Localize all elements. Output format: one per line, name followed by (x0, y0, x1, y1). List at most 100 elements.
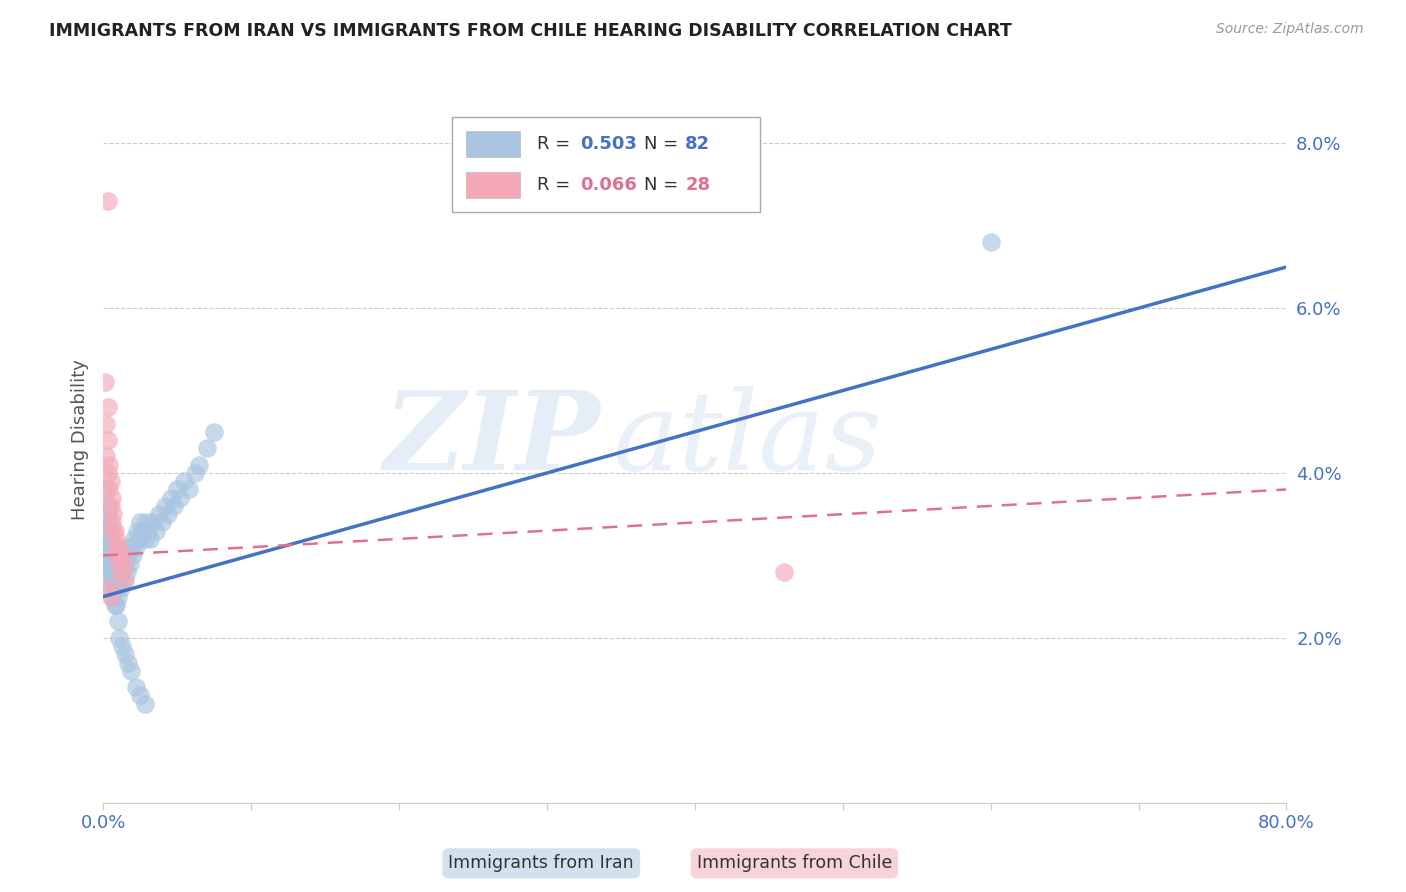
Point (94, 417, 117, 431)
Point (120, 540, 142, 554)
Point (103, 565, 125, 579)
Point (93, 540, 115, 554)
Point (112, 549, 135, 563)
Point (98, 516, 121, 530)
Text: 28: 28 (685, 177, 710, 194)
Point (98, 582, 121, 596)
Point (129, 689, 152, 703)
Point (104, 573, 127, 587)
Point (112, 557, 135, 571)
Point (101, 565, 124, 579)
Point (169, 491, 191, 505)
Point (202, 425, 225, 439)
FancyBboxPatch shape (453, 118, 759, 211)
Point (114, 647, 136, 661)
Point (160, 491, 183, 505)
Point (100, 582, 122, 596)
Point (101, 549, 124, 563)
Point (134, 697, 156, 711)
Point (108, 573, 131, 587)
Point (104, 524, 127, 538)
Point (103, 573, 125, 587)
Point (105, 540, 128, 554)
Point (110, 565, 132, 579)
Point (103, 549, 125, 563)
Point (97, 400, 120, 414)
Point (105, 532, 128, 546)
Point (97, 499, 120, 513)
Point (163, 499, 186, 513)
Point (124, 680, 146, 694)
Point (107, 615, 129, 629)
Text: N =: N = (644, 177, 683, 194)
Text: R =: R = (537, 135, 576, 153)
Point (117, 549, 139, 563)
Point (107, 590, 129, 604)
Point (94, 524, 117, 538)
Text: N =: N = (644, 135, 683, 153)
Point (100, 557, 122, 571)
Point (157, 507, 180, 521)
Point (93, 376, 115, 390)
Text: 0.066: 0.066 (581, 177, 637, 194)
Text: 0.503: 0.503 (581, 135, 637, 153)
Point (94, 483, 117, 497)
Point (980, 235, 1002, 250)
Y-axis label: Hearing Disability: Hearing Disability (72, 359, 89, 520)
Point (115, 565, 138, 579)
Point (115, 540, 138, 554)
Point (108, 631, 131, 645)
Point (136, 524, 159, 538)
Point (103, 507, 125, 521)
Point (111, 549, 134, 563)
Point (177, 483, 200, 497)
Point (104, 549, 127, 563)
Point (184, 466, 207, 480)
Point (121, 549, 143, 563)
Point (120, 664, 142, 678)
Text: Source: ZipAtlas.com: Source: ZipAtlas.com (1216, 22, 1364, 37)
Point (103, 524, 125, 538)
Point (97, 466, 120, 480)
Point (101, 590, 124, 604)
Point (188, 458, 211, 472)
Point (98, 524, 121, 538)
Text: R =: R = (537, 177, 576, 194)
Point (108, 557, 131, 571)
Point (111, 639, 134, 653)
Point (107, 565, 129, 579)
Point (94, 450, 117, 464)
Text: IMMIGRANTS FROM IRAN VS IMMIGRANTS FROM CHILE HEARING DISABILITY CORRELATION CHA: IMMIGRANTS FROM IRAN VS IMMIGRANTS FROM … (49, 22, 1012, 40)
Text: Immigrants from Iran: Immigrants from Iran (449, 855, 634, 872)
Point (145, 524, 167, 538)
Point (135, 516, 157, 530)
Point (105, 582, 128, 596)
Point (108, 540, 131, 554)
Point (105, 598, 128, 612)
Point (104, 582, 127, 596)
Point (110, 582, 132, 596)
Point (112, 573, 135, 587)
Point (97, 565, 120, 579)
Point (166, 483, 188, 497)
FancyBboxPatch shape (467, 130, 520, 157)
Point (122, 532, 145, 546)
Point (97, 194, 120, 208)
Point (97, 433, 120, 447)
Point (114, 573, 136, 587)
Point (148, 507, 170, 521)
Point (128, 532, 150, 546)
Point (97, 540, 120, 554)
Point (101, 491, 124, 505)
Point (107, 549, 129, 563)
Point (131, 524, 153, 538)
Point (101, 540, 124, 554)
Point (155, 499, 177, 513)
Point (100, 474, 122, 488)
Text: atlas: atlas (612, 386, 882, 494)
Point (139, 532, 162, 546)
Point (150, 516, 173, 530)
Point (105, 557, 128, 571)
Point (772, 565, 794, 579)
Point (97, 507, 120, 521)
